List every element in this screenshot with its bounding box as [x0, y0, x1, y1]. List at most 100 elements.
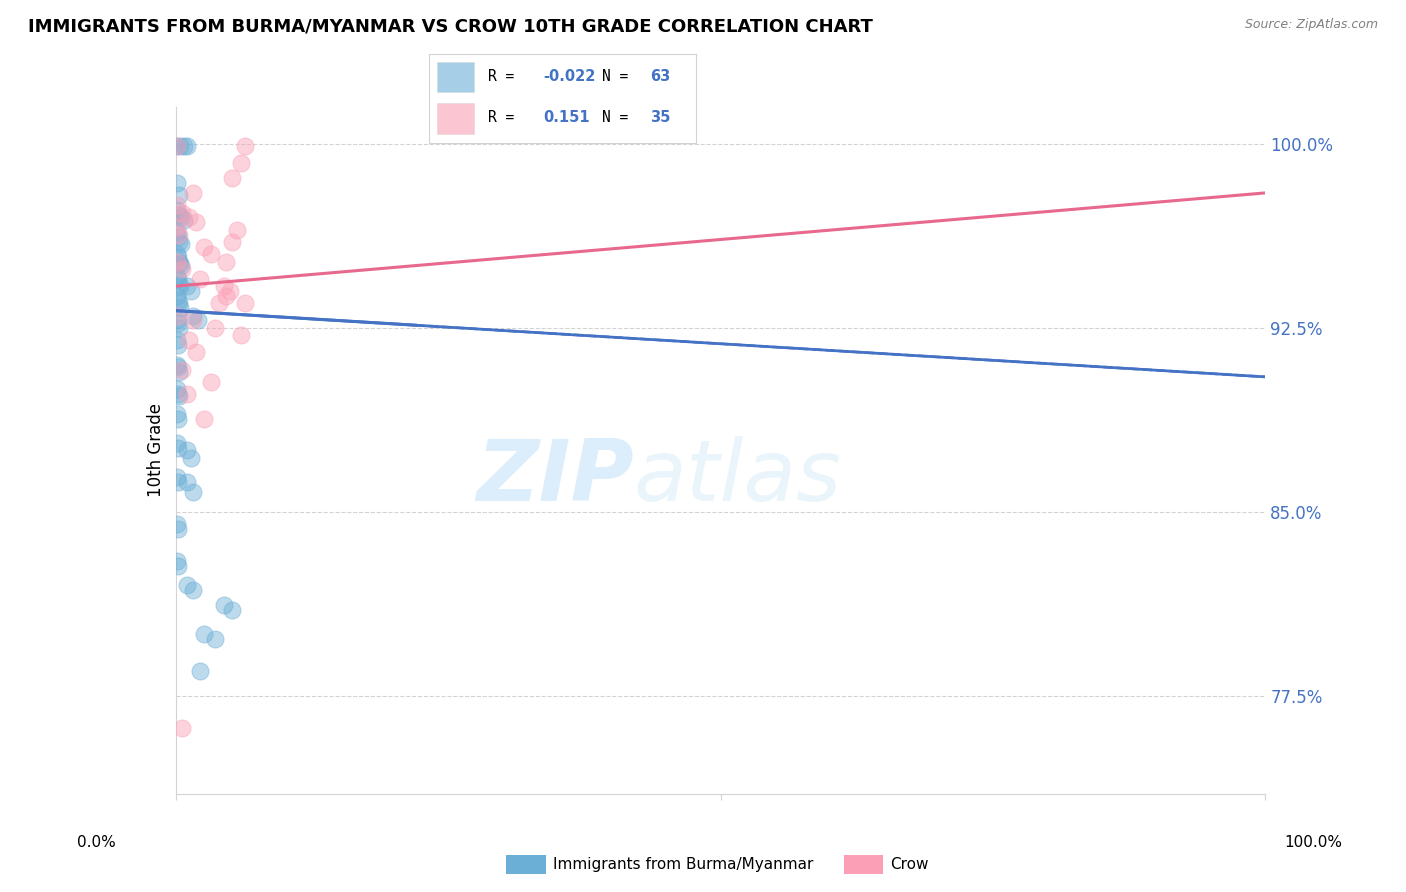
Point — [166, 313, 188, 327]
Point — [166, 198, 188, 212]
Text: Immigrants from Burma/Myanmar: Immigrants from Burma/Myanmar — [553, 857, 813, 871]
Point — [212, 279, 235, 293]
Point — [166, 176, 188, 190]
Point — [166, 309, 188, 323]
Point — [176, 578, 198, 592]
Point — [221, 171, 243, 186]
Point — [172, 205, 194, 219]
Point — [186, 313, 209, 327]
Point — [167, 441, 190, 455]
Text: R =: R = — [488, 70, 523, 84]
Point — [231, 156, 253, 170]
Point — [181, 583, 204, 598]
Point — [167, 277, 190, 291]
Point — [200, 247, 222, 261]
Point — [166, 139, 188, 153]
Point — [215, 289, 238, 303]
Text: atlas: atlas — [633, 436, 841, 519]
Text: 100.0%: 100.0% — [1285, 836, 1343, 850]
Point — [166, 247, 188, 261]
Point — [166, 516, 188, 531]
Text: IMMIGRANTS FROM BURMA/MYANMAR VS CROW 10TH GRADE CORRELATION CHART: IMMIGRANTS FROM BURMA/MYANMAR VS CROW 10… — [28, 18, 873, 36]
Point — [176, 475, 198, 490]
Text: R =: R = — [488, 111, 523, 125]
Point — [181, 485, 204, 500]
Point — [180, 284, 202, 298]
Point — [166, 139, 188, 153]
Point — [169, 257, 191, 271]
Point — [177, 211, 200, 225]
Point — [181, 313, 204, 327]
Point — [166, 436, 188, 450]
Point — [212, 598, 235, 612]
Point — [167, 227, 190, 242]
Point — [167, 235, 190, 249]
Point — [219, 284, 242, 298]
Point — [166, 269, 188, 284]
Point — [169, 139, 191, 153]
Point — [173, 139, 195, 153]
Text: N =: N = — [603, 111, 637, 125]
Point — [235, 139, 257, 153]
Point — [167, 338, 190, 352]
Point — [167, 387, 190, 401]
Point — [166, 203, 188, 218]
Point — [167, 475, 190, 490]
Point — [166, 225, 188, 239]
Point — [167, 316, 190, 330]
Point — [215, 254, 238, 268]
Point — [231, 328, 253, 343]
Text: ZIP: ZIP — [475, 436, 633, 519]
Text: 0.151: 0.151 — [544, 111, 591, 125]
Point — [204, 632, 226, 647]
FancyBboxPatch shape — [437, 62, 474, 92]
Point — [167, 254, 190, 268]
Point — [167, 296, 190, 310]
Text: 35: 35 — [651, 111, 671, 125]
Y-axis label: 10th Grade: 10th Grade — [146, 403, 165, 498]
Text: -0.022: -0.022 — [544, 70, 596, 84]
Point — [166, 407, 188, 421]
Point — [167, 293, 190, 308]
Point — [166, 289, 188, 303]
Point — [225, 222, 247, 236]
Point — [172, 362, 194, 376]
Point — [166, 220, 188, 235]
Point — [167, 359, 190, 374]
Point — [173, 212, 195, 227]
Point — [169, 301, 191, 315]
Point — [167, 389, 190, 403]
Point — [221, 235, 243, 249]
Point — [180, 450, 202, 465]
Point — [235, 296, 257, 310]
Point — [176, 387, 198, 401]
Point — [170, 211, 193, 225]
Text: N =: N = — [603, 70, 637, 84]
Point — [181, 309, 204, 323]
Point — [167, 250, 190, 264]
Text: Source: ZipAtlas.com: Source: ZipAtlas.com — [1244, 18, 1378, 31]
Point — [181, 186, 204, 200]
Point — [172, 721, 194, 735]
Point — [176, 139, 198, 153]
Point — [170, 237, 193, 252]
Point — [166, 554, 188, 568]
Point — [193, 627, 215, 641]
Point — [208, 296, 231, 310]
Point — [172, 261, 194, 276]
Point — [167, 188, 190, 202]
Point — [200, 375, 222, 389]
Text: 0.0%: 0.0% — [77, 836, 117, 850]
Point — [167, 208, 190, 222]
Point — [169, 279, 191, 293]
Point — [166, 333, 188, 347]
Point — [177, 333, 200, 347]
Point — [193, 240, 215, 254]
Point — [167, 271, 190, 285]
Point — [166, 358, 188, 372]
FancyBboxPatch shape — [437, 103, 474, 134]
Point — [186, 215, 208, 229]
Point — [167, 320, 190, 334]
Point — [167, 411, 190, 425]
Text: Crow: Crow — [890, 857, 928, 871]
